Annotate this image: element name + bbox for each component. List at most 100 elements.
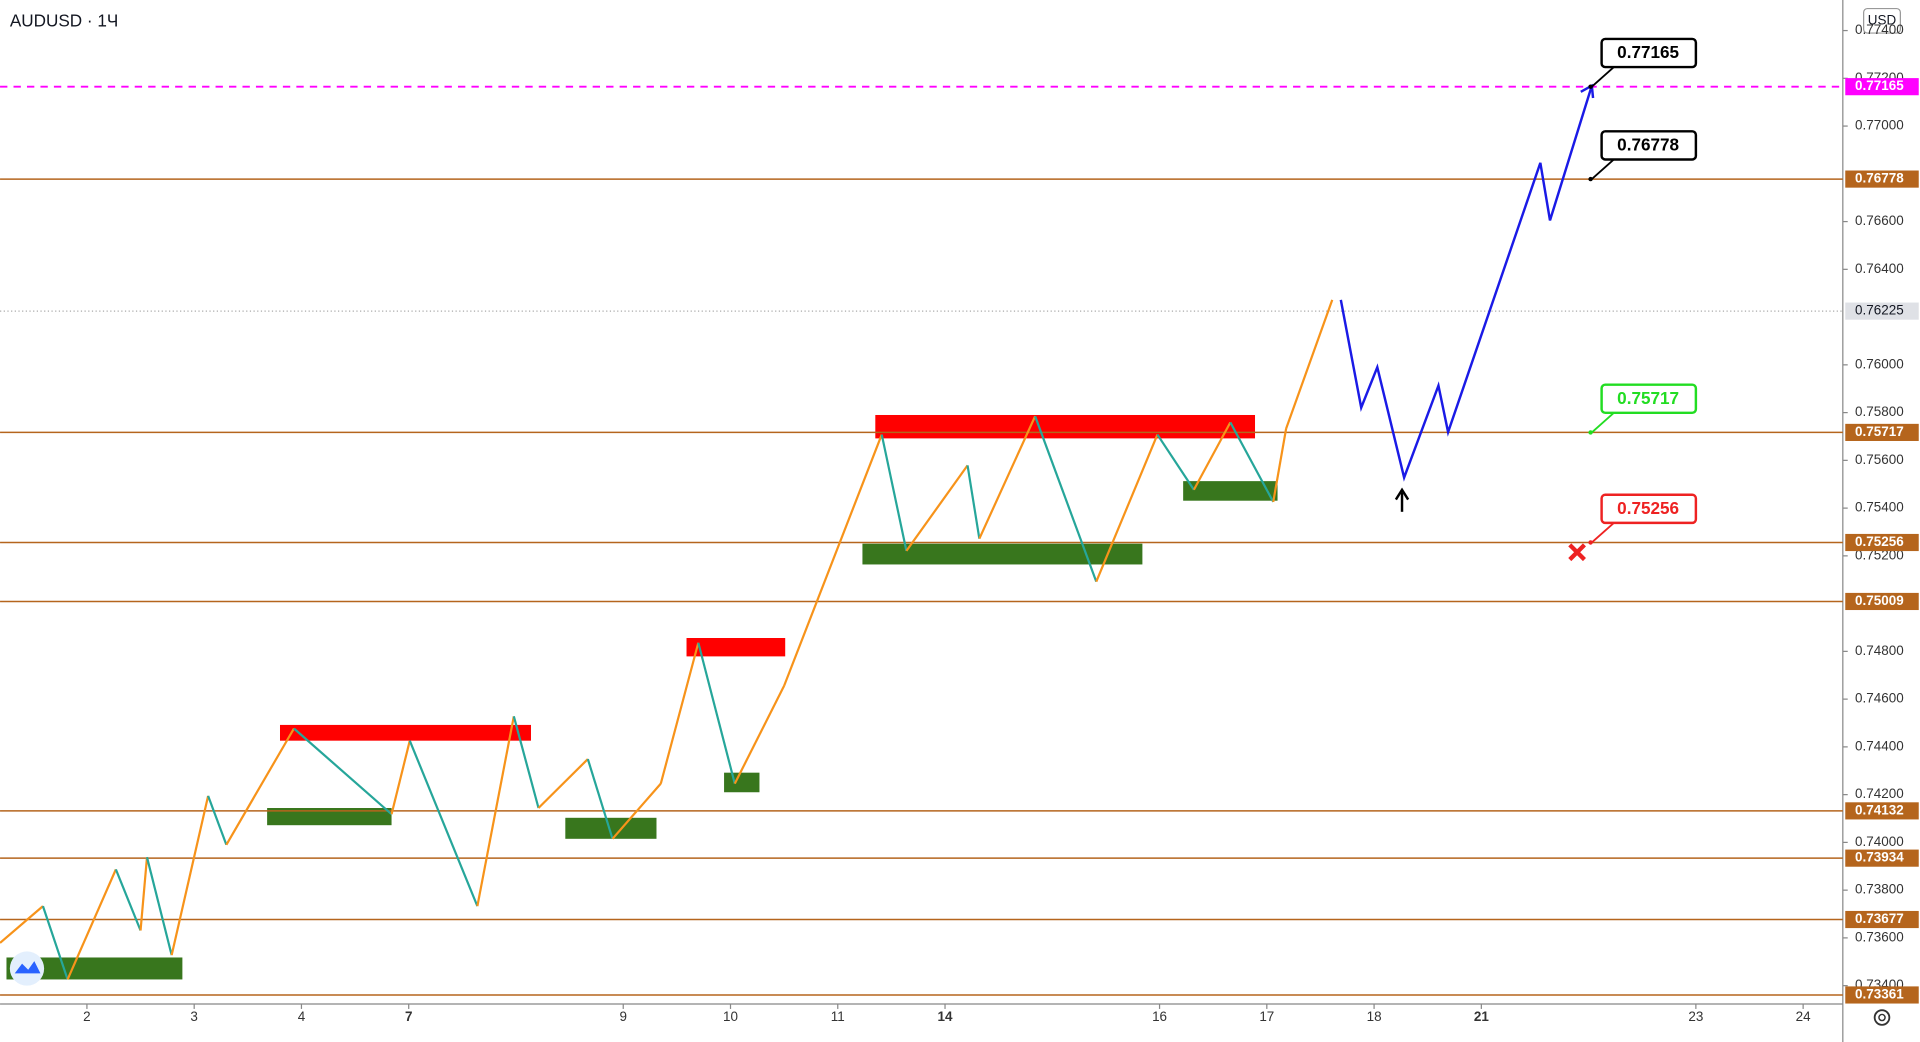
- y-tick-label: 0.76600: [1855, 213, 1904, 228]
- annotation-dot: [1588, 176, 1593, 182]
- level-axis-label: 0.75256: [1855, 534, 1904, 549]
- level-axis-label: 0.73677: [1855, 911, 1904, 926]
- y-tick-label: 0.75400: [1855, 500, 1904, 515]
- logo-mark: [14, 961, 41, 974]
- level-axis-label: 0.77165: [1855, 78, 1904, 93]
- y-tick-label: 0.74000: [1855, 834, 1904, 849]
- price-segment: [476, 716, 515, 907]
- zone: [724, 772, 760, 793]
- price-segment: [390, 740, 411, 815]
- zone: [686, 638, 786, 657]
- level-axis-label: 0.76778: [1855, 171, 1904, 186]
- x-tick-label: 21: [1474, 1009, 1489, 1024]
- x-tick-label: 7: [405, 1009, 412, 1024]
- price-segment: [1192, 421, 1232, 491]
- price-segment: [697, 642, 736, 784]
- annotation-label: 0.75717: [1617, 388, 1679, 408]
- current-price-label: 0.76225: [1855, 303, 1904, 318]
- level-axis-label: 0.73934: [1855, 850, 1904, 865]
- y-tick-label: 0.73600: [1855, 929, 1904, 944]
- annotation-pointer: [1591, 522, 1615, 544]
- level-axis-tag: [1845, 849, 1919, 867]
- annotation-box: [1600, 493, 1698, 525]
- price-segment: [966, 465, 981, 539]
- annotation-label: 0.75256: [1617, 498, 1679, 518]
- y-tick-label: 0.76400: [1855, 261, 1904, 276]
- price-segment: [66, 868, 117, 980]
- x-tick-label: 9: [619, 1009, 626, 1024]
- currency-box[interactable]: [1863, 7, 1901, 34]
- x-tick-label: 4: [298, 1009, 306, 1024]
- price-segment: [1272, 428, 1288, 503]
- level-axis-label: 0.73361: [1855, 987, 1904, 1002]
- chart-title: AUDUSD · 1Ч: [10, 11, 118, 31]
- price-segment: [880, 434, 908, 552]
- price-segment: [1156, 433, 1195, 491]
- level-axis-tag: [1845, 533, 1919, 552]
- current-price-tag: [1845, 302, 1919, 320]
- y-tick-label: 0.76000: [1855, 356, 1904, 371]
- price-segment: [41, 905, 69, 980]
- logo-circle: [9, 951, 45, 986]
- price-segment: [783, 434, 883, 687]
- y-tick-label: 0.74200: [1855, 786, 1904, 801]
- y-tick-label: 0.74800: [1855, 643, 1904, 658]
- annotation-label: 0.77165: [1617, 42, 1679, 62]
- annotation-box: [1600, 130, 1698, 161]
- currency: USD: [1868, 12, 1897, 27]
- annotation-pointer: [1591, 158, 1615, 180]
- price-segment: [1095, 434, 1159, 583]
- annotation-box: [1600, 37, 1698, 69]
- level-axis-tag: [1845, 170, 1919, 188]
- annotation-dot: [1588, 540, 1593, 545]
- zone: [6, 957, 183, 980]
- zone: [267, 808, 392, 826]
- x-tick-label: 23: [1688, 1009, 1703, 1024]
- price-segment: [659, 642, 700, 784]
- level-axis-label: 0.74132: [1855, 802, 1904, 817]
- x-tick-label: 3: [190, 1009, 197, 1024]
- price-segment: [145, 856, 173, 956]
- price-segment: [1229, 421, 1275, 503]
- zone: [862, 543, 1143, 565]
- level-axis-tag: [1845, 78, 1919, 96]
- price-segment: [170, 795, 210, 956]
- price-segment: [512, 716, 540, 809]
- price-segment: [586, 758, 614, 840]
- level-axis-tag: [1845, 423, 1919, 441]
- level-axis-tag: [1845, 802, 1919, 820]
- y-tick-label: 0.74400: [1855, 738, 1904, 753]
- stop-marker: [1568, 543, 1586, 562]
- x-tick-label: 18: [1367, 1009, 1382, 1024]
- price-segment: [114, 868, 142, 931]
- y-tick-label: 0.74600: [1855, 691, 1904, 706]
- y-tick-label: 0.75600: [1855, 452, 1904, 467]
- y-tick-label: 0.75800: [1855, 404, 1904, 419]
- price-segment: [139, 857, 149, 931]
- up-arrow: [1394, 487, 1410, 512]
- price-segment: [225, 727, 295, 846]
- level-axis-tag: [1845, 592, 1919, 611]
- x-tick-label: 11: [831, 1009, 845, 1024]
- y-tick-label: 0.73800: [1855, 882, 1904, 897]
- zone: [1183, 481, 1278, 501]
- x-tick-label: 14: [938, 1009, 953, 1024]
- price-segment: [611, 782, 662, 840]
- level-axis-tag: [1845, 910, 1919, 929]
- y-tick-label: 0.77000: [1855, 118, 1904, 133]
- settings-icon[interactable]: [1873, 1009, 1891, 1026]
- price-segment: [537, 758, 589, 809]
- gear-hub: [1878, 1013, 1886, 1022]
- y-tick-label: 0.77400: [1855, 22, 1904, 37]
- price-segment: [207, 795, 228, 846]
- logo[interactable]: [9, 951, 45, 986]
- x-tick-label: 17: [1259, 1009, 1274, 1024]
- y-tick-label: 0.75200: [1855, 547, 1904, 562]
- price-segment: [978, 415, 1037, 540]
- x-tick-label: 2: [83, 1009, 90, 1024]
- annotation-dot: [1588, 430, 1593, 435]
- price-segment: [408, 740, 479, 907]
- level-axis-tag: [1845, 986, 1919, 1004]
